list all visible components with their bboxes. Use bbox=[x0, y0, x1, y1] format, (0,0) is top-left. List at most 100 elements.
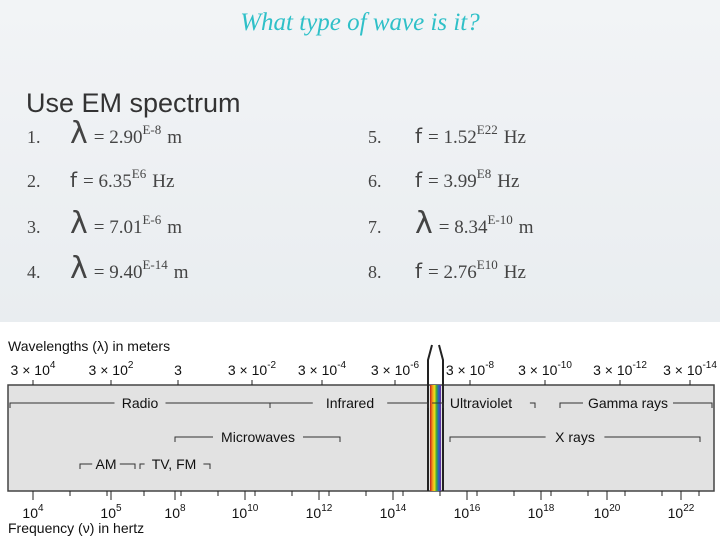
band-bracket bbox=[139, 463, 211, 469]
problem-symbol: λ bbox=[70, 116, 88, 151]
problem-unit: m bbox=[519, 217, 534, 238]
problem-exponent: E8 bbox=[477, 166, 491, 181]
wavelength-tick-label: 3 × 102 bbox=[89, 360, 134, 378]
problem-symbol: λ bbox=[70, 251, 88, 286]
frequency-tick-label: 105 bbox=[100, 503, 122, 521]
wavelength-tick-exponent: -12 bbox=[632, 360, 647, 371]
problem-text: f = 6.35E6 Hz bbox=[70, 166, 174, 192]
band-label: Gamma rays bbox=[588, 395, 668, 411]
problem-unit: Hz bbox=[504, 127, 526, 148]
frequency-tick-base: 10 bbox=[454, 505, 470, 521]
problem-unit: Hz bbox=[504, 262, 526, 283]
wavelength-tick-base: 3 × 10 bbox=[663, 362, 703, 378]
wavelength-tick-label: 3 × 10-4 bbox=[298, 360, 347, 378]
problem-exponent: E10 bbox=[477, 257, 498, 272]
problem-unit: m bbox=[167, 217, 182, 238]
frequency-tick-exponent: 20 bbox=[609, 503, 621, 514]
frequency-tick-label: 104 bbox=[22, 503, 44, 521]
wavelength-tick-label: 3 × 10-2 bbox=[228, 360, 277, 378]
wavelength-tick-exponent: 4 bbox=[50, 360, 56, 371]
wavelength-tick-base: 3 × 10 bbox=[371, 362, 411, 378]
frequency-tick-base: 10 bbox=[668, 505, 684, 521]
problem-value: = 6.35 bbox=[83, 171, 132, 192]
visible-marker bbox=[427, 344, 444, 491]
problem-text: λ = 7.01E-6 m bbox=[70, 206, 182, 241]
problem-text: f = 2.76E10 Hz bbox=[415, 257, 526, 283]
problem-unit: Hz bbox=[497, 171, 519, 192]
problem-exponent: E-14 bbox=[142, 257, 168, 272]
problem-value: = 1.52 bbox=[428, 127, 477, 148]
wavelength-tick-label: 3 × 10-14 bbox=[663, 360, 717, 378]
frequency-tick-label: 1016 bbox=[454, 503, 481, 521]
frequency-tick-exponent: 12 bbox=[321, 503, 333, 514]
wavelength-tick-exponent: 2 bbox=[128, 360, 134, 371]
problem-symbol: f bbox=[415, 259, 423, 283]
wavelength-tick-label: 3 × 10-10 bbox=[518, 360, 572, 378]
frequency-tick-exponent: 5 bbox=[116, 503, 122, 514]
problem-symbol: f bbox=[415, 124, 423, 148]
frequency-tick-label: 1010 bbox=[232, 503, 259, 521]
frequency-tick-exponent: 18 bbox=[543, 503, 555, 514]
wavelength-tick-exponent: -2 bbox=[267, 360, 276, 371]
band-bracket bbox=[432, 402, 536, 408]
band-label: Microwaves bbox=[221, 429, 295, 445]
spectrum-box bbox=[7, 384, 715, 492]
problem-value: = 9.40 bbox=[94, 262, 143, 283]
problem-symbol: λ bbox=[70, 206, 88, 241]
wavelength-tick-base: 3 × 10 bbox=[518, 362, 558, 378]
problem-unit: m bbox=[174, 262, 189, 283]
frequency-tick-exponent: 22 bbox=[683, 503, 695, 514]
band-label: Ultraviolet bbox=[450, 395, 512, 411]
frequency-tick-base: 10 bbox=[380, 505, 396, 521]
frequency-tick-base: 10 bbox=[306, 505, 322, 521]
problem-value: = 8.34 bbox=[439, 217, 488, 238]
frequency-label: Frequency (ν) in hertz bbox=[8, 520, 144, 536]
wavelength-tick-label: 3 × 10-8 bbox=[446, 360, 495, 378]
band-bracket bbox=[449, 436, 701, 442]
frequency-tick-label: 108 bbox=[164, 503, 186, 521]
subtitle: Use EM spectrum bbox=[26, 88, 241, 118]
problem-symbol: λ bbox=[415, 206, 433, 241]
band-label: Infrared bbox=[326, 395, 374, 411]
band-bracket bbox=[559, 402, 713, 408]
frequency-tick-label: 1018 bbox=[528, 503, 555, 521]
problem-text: λ = 2.90E-8 m bbox=[70, 116, 182, 151]
problem-text: f = 3.99E8 Hz bbox=[415, 166, 519, 192]
frequency-tick-label: 1022 bbox=[668, 503, 695, 521]
problem-exponent: E-6 bbox=[142, 212, 161, 227]
band-bracket bbox=[269, 402, 429, 408]
frequency-tick-exponent: 8 bbox=[180, 503, 186, 514]
frequency-tick-base: 10 bbox=[22, 505, 38, 521]
wavelength-tick-base: 3 × 10 bbox=[228, 362, 268, 378]
wavelength-tick-exponent: -6 bbox=[410, 360, 419, 371]
problem-number: 2. bbox=[27, 171, 41, 191]
wavelength-tick-exponent: -14 bbox=[702, 360, 717, 371]
band-label: TV, FM bbox=[152, 456, 197, 472]
problem-value: = 7.01 bbox=[94, 217, 143, 238]
problem-value: = 2.76 bbox=[428, 262, 477, 283]
wavelength-tick-base: 3 × 10 bbox=[298, 362, 338, 378]
problem-text: f = 1.52E22 Hz bbox=[415, 122, 526, 148]
band-bracket bbox=[174, 436, 341, 442]
wavelength-tick-exponent: -4 bbox=[337, 360, 346, 371]
problem-number: 4. bbox=[27, 262, 41, 282]
band-bracket bbox=[79, 463, 136, 469]
wavelength-tick-base: 3 × 10 bbox=[593, 362, 633, 378]
frequency-tick-base: 10 bbox=[594, 505, 610, 521]
wavelength-tick-base: 3 × 10 bbox=[446, 362, 486, 378]
frequency-tick-base: 10 bbox=[232, 505, 248, 521]
problem-exponent: E22 bbox=[477, 122, 498, 137]
problem-unit: Hz bbox=[152, 171, 174, 192]
problem-value: = 2.90 bbox=[94, 127, 143, 148]
frequency-tick-exponent: 14 bbox=[395, 503, 407, 514]
frequency-tick-label: 1014 bbox=[380, 503, 407, 521]
frequency-tick-exponent: 10 bbox=[247, 503, 259, 514]
problem-unit: m bbox=[167, 127, 182, 148]
frequency-tick-label: 1020 bbox=[594, 503, 621, 521]
problem-number: 1. bbox=[27, 127, 41, 147]
wavelength-tick-exponent: -10 bbox=[557, 360, 572, 371]
frequency-tick-exponent: 16 bbox=[469, 503, 481, 514]
problem-number: 8. bbox=[368, 262, 382, 282]
frequency-tick-base: 10 bbox=[528, 505, 544, 521]
problem-text: λ = 8.34E-10 m bbox=[415, 206, 534, 241]
